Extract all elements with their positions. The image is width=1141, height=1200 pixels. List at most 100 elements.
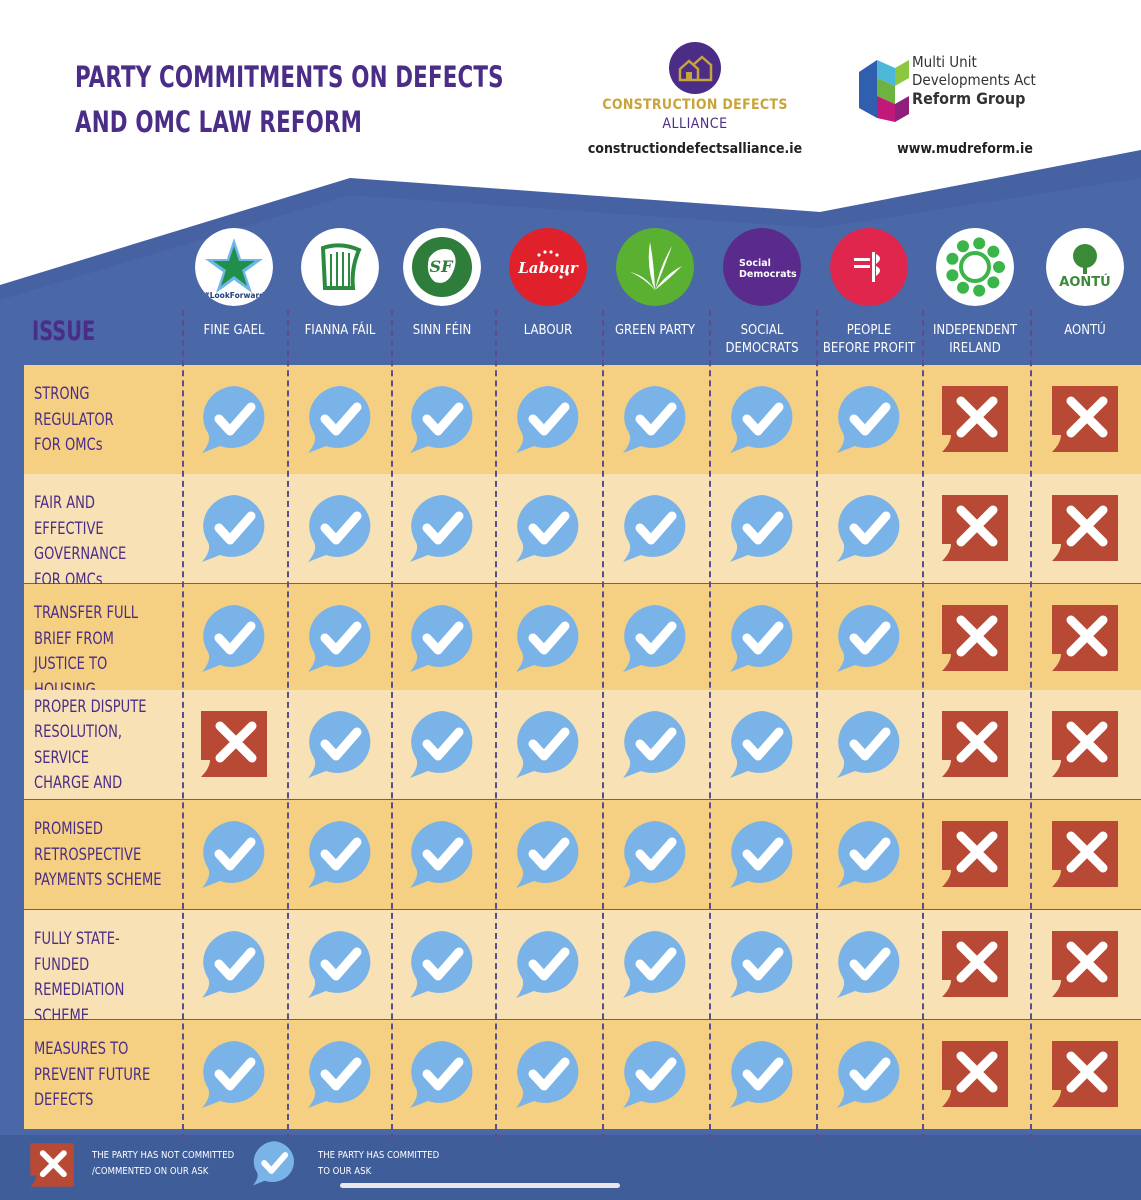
- issue-label-line: PREVENT FUTURE: [34, 1064, 151, 1084]
- issue-label: PROMISED RETROSPECTIVE PAYMENTS SCHEME: [34, 816, 166, 893]
- party-logo-icon: Labour: [509, 228, 587, 306]
- committed-check-icon: [404, 706, 480, 782]
- committed-check-icon: [510, 381, 586, 457]
- committed-check-icon: [831, 1036, 907, 1112]
- column-divider: [709, 310, 711, 1140]
- party-logo-icon: [936, 228, 1014, 306]
- issue-label-line: STRONG: [34, 384, 90, 404]
- committed-check-icon: [510, 926, 586, 1002]
- committed-check-icon: [196, 600, 272, 676]
- issue-label-line: RESOLUTION, SERVICE: [34, 722, 123, 767]
- svg-text:AONTÚ: AONTÚ: [1059, 274, 1110, 290]
- scroll-indicator[interactable]: [340, 1183, 620, 1188]
- issue-label-line: REMEDIATION: [34, 980, 125, 1000]
- cda-subtitle: ALLIANCE: [662, 116, 728, 132]
- party-logo-icon: AONTÚ: [1046, 228, 1124, 306]
- committed-check-icon: [831, 600, 907, 676]
- title-line-2: AND OMC LAW REFORM: [75, 105, 363, 139]
- party-name-line-1: FIANNA FÁIL: [304, 323, 376, 338]
- committed-check-icon: [510, 706, 586, 782]
- party-name: INDEPENDENT IRELAND: [922, 322, 1028, 358]
- committed-check-icon: [510, 490, 586, 566]
- not-committed-x-icon: [196, 706, 272, 782]
- party-name-line-1: FINE GAEL: [203, 323, 265, 338]
- party-name: SINN FÉIN: [389, 322, 495, 340]
- cda-name: CONSTRUCTION DEFECTS: [602, 97, 788, 113]
- not-committed-x-icon: [1047, 706, 1123, 782]
- column-divider: [816, 310, 818, 1140]
- party-name-line-2: DEMOCRATS: [725, 341, 799, 356]
- committed-check-icon: [724, 1036, 800, 1112]
- party-logo-icon: [830, 228, 908, 306]
- not-committed-x-icon: [937, 600, 1013, 676]
- mud-name-line-3: Reform Group: [912, 89, 1026, 108]
- committed-check-icon: [404, 1036, 480, 1112]
- committed-check-icon: [724, 706, 800, 782]
- page-title: PARTY COMMITMENTS ON DEFECTS AND OMC LAW…: [75, 55, 504, 145]
- party-name-line-1: PEOPLE: [846, 323, 892, 338]
- party-name: AONTÚ: [1032, 322, 1138, 340]
- not-committed-x-icon: [1047, 381, 1123, 457]
- committed-check-icon: [404, 926, 480, 1002]
- committed-check-icon: [302, 381, 378, 457]
- committed-check-icon: [196, 381, 272, 457]
- party-logo-icon: [616, 228, 694, 306]
- committed-check-icon: [617, 600, 693, 676]
- not-committed-x-icon: [937, 381, 1013, 457]
- column-divider: [495, 310, 497, 1140]
- committed-check-icon: [510, 1036, 586, 1112]
- issue-label: STRONG REGULATOR FOR OMCs: [34, 381, 166, 458]
- party-name-line-1: AONTÚ: [1064, 323, 1106, 338]
- committed-check-icon: [831, 706, 907, 782]
- committed-check-icon: [724, 490, 800, 566]
- party-name-line-2: IRELAND: [949, 341, 1001, 356]
- committed-check-icon: [617, 816, 693, 892]
- issue-label-line: PROPER DISPUTE: [34, 696, 147, 716]
- column-divider: [1030, 310, 1032, 1140]
- issue-label-line: DEFECTS: [34, 1090, 94, 1110]
- committed-check-icon: [831, 490, 907, 566]
- cda-url: constructiondefectsalliance.ie: [587, 141, 803, 157]
- issue-label-line: GOVERNANCE: [34, 544, 127, 564]
- column-divider: [287, 310, 289, 1140]
- not-committed-x-icon: [937, 490, 1013, 566]
- party-name-line-1: SINN FÉIN: [412, 323, 472, 338]
- svg-text:#LookForward: #LookForward: [203, 291, 264, 300]
- legend-x-line-2: /COMMENTED ON OUR ASK: [92, 1166, 209, 1177]
- committed-check-icon: [404, 600, 480, 676]
- issue-label-line: PROMISED: [34, 819, 103, 839]
- committed-check-icon: [196, 926, 272, 1002]
- committed-check-icon: [302, 1036, 378, 1112]
- not-committed-x-icon: [937, 706, 1013, 782]
- issue-label-line: BRIEF FROM: [34, 628, 114, 648]
- issue-label-line: FULLY STATE-FUNDED: [34, 929, 120, 974]
- issue-label-line: MEASURES TO: [34, 1039, 129, 1059]
- committed-check-icon: [510, 600, 586, 676]
- svg-text:SF: SF: [430, 257, 455, 276]
- svg-text:Social: Social: [739, 258, 771, 269]
- mud-name-line-1: Multi Unit: [912, 53, 977, 71]
- committed-check-icon: [510, 816, 586, 892]
- party-name: GREEN PARTY: [602, 322, 708, 340]
- party-logo-icon: [301, 228, 379, 306]
- committed-check-icon: [617, 706, 693, 782]
- legend-check-icon: [252, 1141, 294, 1186]
- column-divider: [602, 310, 604, 1140]
- not-committed-x-icon: [937, 816, 1013, 892]
- issue-label-line: FAIR AND EFFECTIVE: [34, 493, 104, 538]
- svg-text:Democrats: Democrats: [739, 269, 797, 280]
- issue-label-line: TRANSFER FULL: [34, 603, 139, 623]
- committed-check-icon: [724, 926, 800, 1002]
- committed-check-icon: [196, 1036, 272, 1112]
- committed-check-icon: [617, 490, 693, 566]
- legend-x-icon: [30, 1143, 74, 1187]
- party-name: SOCIAL DEMOCRATS: [709, 322, 815, 358]
- committed-check-icon: [724, 816, 800, 892]
- mud-name-line-2: Developments Act: [912, 71, 1036, 89]
- committed-check-icon: [831, 381, 907, 457]
- column-divider: [922, 310, 924, 1140]
- legend-check-line-1: THE PARTY HAS COMMITTED: [318, 1150, 440, 1161]
- party-name-line-1: LABOUR: [523, 323, 573, 338]
- mud-logo-icon: [859, 60, 909, 122]
